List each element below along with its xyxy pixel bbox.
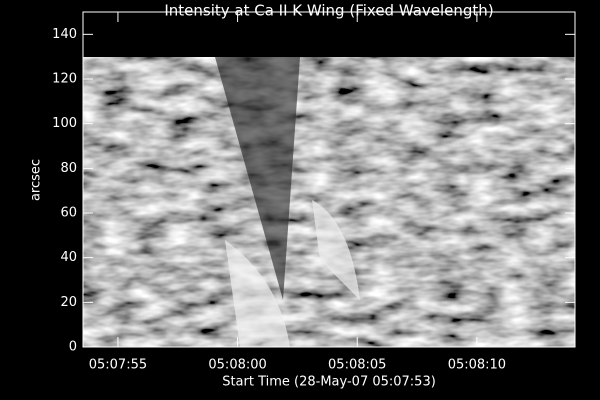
x-tick-label: 05:08:05 [328, 358, 386, 373]
x-tick-label: 05:07:55 [89, 358, 147, 373]
y-tick-label: 20 [60, 295, 77, 310]
y-tick-label: 80 [60, 161, 77, 176]
y-tick-label: 0 [69, 340, 77, 355]
x-tick-label: 05:08:10 [448, 358, 506, 373]
y-axis-label: arcsec [29, 159, 44, 201]
image-dark-band [215, 57, 300, 300]
y-tick-label: 40 [60, 250, 77, 265]
y-tick-label: 120 [52, 72, 77, 87]
image-bright-band [225, 240, 290, 347]
plot-frame [82, 11, 576, 348]
image-noise [83, 57, 575, 347]
chart-title: Intensity at Ca II K Wing (Fixed Wavelen… [164, 2, 493, 20]
y-tick-label: 60 [60, 206, 77, 221]
image-bright-band [312, 200, 360, 300]
x-tick-label: 05:08:00 [208, 358, 266, 373]
x-axis-label: Start Time (28-May-07 05:07:53) [222, 375, 436, 390]
y-tick-label: 100 [52, 116, 77, 131]
y-tick-label: 140 [52, 27, 77, 42]
image-texture [83, 57, 575, 347]
